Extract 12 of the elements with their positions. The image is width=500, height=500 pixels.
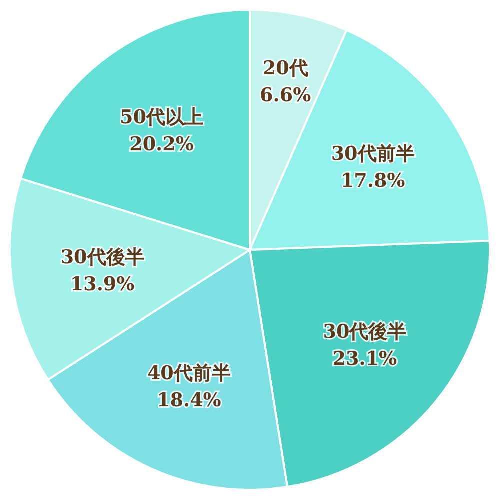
slice-label: 30代前半 xyxy=(331,142,415,165)
data-label: 17.8% xyxy=(340,170,406,192)
slice-label: 30代後半 xyxy=(323,320,407,343)
slice-label: 30代後半 xyxy=(60,246,144,269)
slice-label: 50代以上 xyxy=(120,106,204,129)
data-label: 13.9% xyxy=(70,274,135,296)
data-label: 6.6% xyxy=(260,84,312,106)
data-label: 18.4% xyxy=(157,389,222,412)
data-label: 20.2% xyxy=(130,134,194,156)
data-label: 23.1% xyxy=(332,348,398,370)
slice-label: 20代 xyxy=(262,57,308,80)
slice-label: 40代前半 xyxy=(147,362,231,384)
